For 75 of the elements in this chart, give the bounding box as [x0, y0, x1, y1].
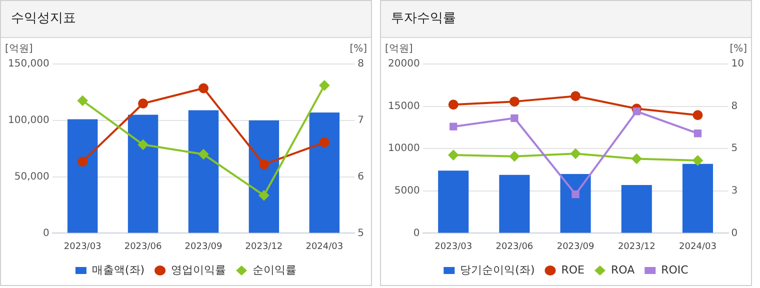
- y-tick-label: 0: [42, 228, 50, 239]
- point: [448, 100, 458, 110]
- point: [258, 190, 269, 200]
- point: [319, 137, 330, 148]
- y-tick-label: 100,000: [8, 114, 50, 126]
- y2-tick-label: 5: [358, 228, 364, 239]
- y2-axis-title: [%]: [730, 44, 748, 55]
- bar: [67, 119, 98, 233]
- point: [570, 91, 581, 102]
- bar: [682, 164, 713, 233]
- legend-label: 순이익률: [252, 263, 297, 276]
- point: [198, 149, 208, 160]
- x-tick-label: 2023/09: [184, 242, 222, 252]
- y2-axis-title: [%]: [350, 44, 368, 55]
- point: [632, 108, 640, 116]
- bar: [128, 114, 158, 233]
- point: [510, 114, 518, 122]
- y-axis-title: [억원]: [5, 44, 33, 55]
- y2-tick-label: 8: [731, 100, 738, 112]
- y-tick-label: 5000: [394, 185, 420, 196]
- point: [694, 130, 702, 138]
- point: [509, 96, 520, 107]
- y2-tick-label: 3: [731, 185, 738, 196]
- point: [632, 154, 642, 164]
- y2-tick-label: 0: [731, 228, 738, 239]
- y-tick-label: 150,000: [8, 58, 50, 70]
- legend-label: ROA: [610, 263, 636, 276]
- y-tick-label: 15000: [388, 100, 420, 112]
- point: [450, 122, 458, 130]
- legend-label: 매출액(좌): [92, 263, 145, 276]
- bar: [621, 184, 652, 233]
- chart-title: 수익성지표: [1, 1, 371, 38]
- bar: [188, 110, 219, 233]
- point: [570, 148, 581, 159]
- x-tick-label: 2023/06: [496, 242, 534, 252]
- x-tick-label: 2023/12: [245, 242, 283, 252]
- point: [138, 98, 148, 108]
- point: [319, 80, 330, 90]
- point: [138, 140, 148, 150]
- y-tick-label: 0: [413, 228, 420, 239]
- bar: [309, 112, 340, 233]
- bar: [438, 170, 469, 233]
- y-tick-label: 10000: [388, 143, 420, 154]
- point: [258, 159, 269, 170]
- point: [572, 190, 580, 198]
- bar: [499, 174, 530, 233]
- point: [692, 110, 703, 120]
- x-tick-label: 2023/06: [124, 242, 162, 252]
- y2-tick-label: 7: [358, 114, 364, 126]
- y-tick-label: 20000: [388, 58, 420, 70]
- x-tick-label: 2023/03: [64, 242, 102, 252]
- point: [78, 156, 88, 167]
- legend-label: ROIC: [661, 263, 689, 276]
- legend-label: 당기순이익(좌): [460, 263, 535, 276]
- y2-tick-label: 8: [358, 58, 364, 70]
- chart-title: 투자수익률: [381, 1, 751, 38]
- bar: [560, 174, 591, 233]
- legend-label: ROE: [561, 263, 585, 276]
- x-tick-label: 2024/03: [306, 242, 344, 252]
- point: [509, 151, 520, 162]
- y2-tick-label: 10: [731, 58, 744, 70]
- x-tick-label: 2023/03: [434, 242, 472, 252]
- y-tick-label: 50,000: [14, 171, 50, 182]
- legend-label: 영업이익률: [171, 263, 226, 276]
- x-tick-label: 2023/09: [556, 242, 595, 252]
- y-axis-title: [억원]: [385, 44, 413, 55]
- point: [78, 96, 88, 106]
- y2-tick-label: 6: [358, 171, 364, 182]
- point: [198, 83, 208, 94]
- bar: [248, 120, 280, 233]
- y2-tick-label: 5: [731, 143, 738, 154]
- point: [692, 155, 703, 166]
- point: [448, 150, 458, 160]
- x-tick-label: 2023/12: [618, 242, 656, 252]
- x-tick-label: 2024/03: [679, 242, 716, 252]
